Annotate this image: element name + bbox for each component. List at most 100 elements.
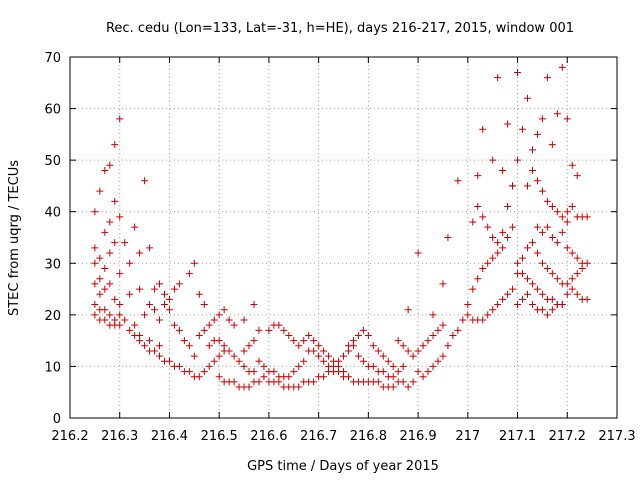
data-point — [504, 234, 512, 241]
data-point — [275, 321, 283, 329]
data-point — [519, 295, 527, 303]
data-point — [538, 259, 546, 267]
data-point — [548, 270, 556, 278]
data-points — [91, 63, 591, 391]
data-point — [494, 74, 502, 82]
data-point — [389, 373, 397, 381]
data-point — [190, 259, 198, 267]
data-point — [126, 326, 134, 334]
data-point — [136, 249, 144, 257]
data-point — [528, 280, 536, 288]
data-point — [548, 306, 556, 314]
data-point — [146, 337, 154, 345]
data-point — [245, 342, 253, 350]
data-point — [116, 270, 124, 278]
data-point — [165, 295, 173, 303]
data-point — [558, 301, 566, 309]
data-point — [568, 161, 576, 169]
data-point — [528, 146, 536, 154]
data-point — [195, 331, 203, 339]
chart-title: Rec. cedu (Lon=133, Lat=-31, h=HE), days… — [106, 21, 574, 36]
data-point — [424, 368, 432, 376]
data-point — [523, 290, 531, 298]
data-point — [543, 223, 551, 231]
data-point — [563, 115, 571, 123]
data-point — [205, 342, 213, 350]
data-point — [533, 130, 541, 138]
data-point — [474, 172, 482, 180]
data-point — [320, 347, 328, 355]
data-point — [533, 223, 541, 231]
data-point — [499, 244, 507, 252]
data-point — [170, 285, 178, 293]
data-point — [354, 331, 362, 339]
data-point — [439, 352, 447, 360]
data-point — [200, 301, 208, 309]
data-point — [394, 337, 402, 345]
data-point — [558, 228, 566, 236]
data-point — [116, 115, 124, 123]
data-point — [121, 239, 129, 247]
data-point — [91, 244, 99, 252]
data-point — [563, 290, 571, 298]
data-point — [399, 378, 407, 386]
data-point — [429, 331, 437, 339]
grid-lines — [70, 57, 617, 418]
data-point — [399, 362, 407, 370]
data-point — [519, 270, 527, 278]
data-point — [111, 295, 119, 303]
data-point — [543, 311, 551, 319]
data-point — [583, 295, 591, 303]
data-point — [359, 357, 367, 365]
data-point — [389, 362, 397, 370]
data-point — [215, 352, 223, 360]
data-point — [270, 368, 278, 376]
data-point — [404, 306, 412, 314]
data-point — [101, 285, 109, 293]
data-point — [514, 259, 522, 267]
data-point — [409, 352, 417, 360]
data-point — [489, 234, 497, 241]
data-point — [474, 203, 482, 211]
x-tick-label: 216.2 — [51, 429, 88, 444]
data-point — [210, 357, 218, 365]
data-point — [126, 259, 134, 267]
data-point — [538, 228, 546, 236]
data-point — [240, 362, 248, 370]
x-tick-label: 216.8 — [350, 429, 387, 444]
data-point — [354, 352, 362, 360]
data-point — [494, 239, 502, 247]
data-point — [260, 362, 268, 370]
data-point — [116, 301, 124, 309]
data-point — [260, 373, 268, 381]
data-point — [568, 275, 576, 283]
data-point — [543, 264, 551, 272]
data-point — [479, 316, 487, 324]
data-point — [106, 218, 114, 226]
data-point — [384, 357, 392, 365]
data-point — [190, 352, 198, 360]
data-point — [195, 373, 203, 381]
data-point — [111, 141, 119, 149]
data-point — [484, 311, 492, 319]
data-point — [255, 378, 263, 386]
data-point — [205, 362, 213, 370]
data-point — [91, 259, 99, 267]
data-point — [404, 347, 412, 355]
data-point — [185, 342, 193, 350]
data-point — [469, 218, 477, 226]
data-point — [454, 326, 462, 334]
data-point — [136, 337, 144, 345]
data-point — [220, 306, 228, 314]
data-point — [131, 331, 139, 339]
data-point — [141, 177, 149, 185]
data-point — [573, 290, 581, 298]
data-point — [225, 316, 233, 324]
data-point — [101, 306, 109, 314]
data-point — [519, 125, 527, 133]
data-point — [295, 362, 303, 370]
data-point — [509, 182, 517, 190]
y-tick-label: 40 — [44, 206, 61, 221]
data-point — [91, 280, 99, 288]
